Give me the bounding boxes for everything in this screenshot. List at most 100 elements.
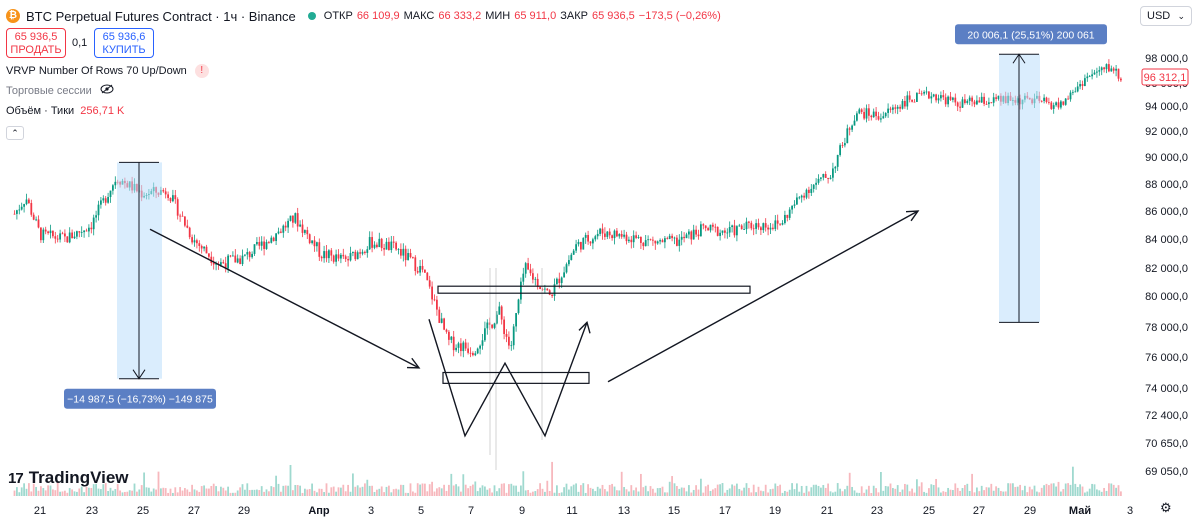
w-pattern-arrowhead [578,321,591,334]
candle-body [282,225,285,233]
volume-bar [568,489,570,496]
drawing-annotations[interactable] [149,210,920,438]
eye-off-icon[interactable] [100,84,114,97]
candle-body [932,94,935,97]
symbol-title[interactable]: BTC Perpetual Futures Contract · 1ч · Bi… [26,8,296,24]
candle-body [229,255,232,257]
volume-bar [392,489,395,496]
vrvp-indicator[interactable]: VRVP Number Of Rows 70 Up/Down ! [6,64,209,78]
volume-bar [952,490,954,496]
candle-body [712,224,714,227]
time-tick-label: 27 [973,505,985,517]
volume-bar [85,486,88,496]
tradingview-logo[interactable]: 17 TradingView [8,468,129,488]
volume-bar [805,485,808,496]
time-tick-label: 3 [368,505,374,517]
candle-body [935,94,937,101]
candle-body [940,95,942,99]
volume-bar [203,485,205,496]
gear-icon[interactable]: ⚙ [1160,500,1172,515]
candle-body [906,95,909,107]
volume-bar [215,486,217,496]
volume-bar [1096,489,1098,496]
volume-bar [56,482,59,496]
candle-body [270,237,273,243]
volume-bar [995,486,997,496]
trend-arrow[interactable] [607,210,919,383]
volume-bar [498,488,501,496]
candle-body [191,237,193,243]
volume-bar [232,492,234,496]
candle-body [1072,91,1074,93]
volume-bar [157,471,160,496]
volume-bar [299,485,301,496]
candle-body [378,238,381,248]
candle-body [505,334,508,337]
volume-bar [680,487,683,496]
volume-bar [738,488,741,496]
volume-bar [724,492,726,496]
candle-body [988,102,990,105]
candle-body [527,263,529,270]
volume-bar [452,485,455,496]
volume-bar [1064,483,1067,496]
volume-bar [320,488,323,496]
candle-body [512,326,515,346]
candle-body [313,240,316,247]
candle-body [992,97,995,103]
volume-bar [352,473,354,496]
warning-icon[interactable]: ! [194,64,209,78]
candle-body [179,215,181,217]
volume-bar [733,485,736,496]
volume-bar [424,483,426,496]
volume-indicator[interactable]: Объём · Тики 256,71 K [6,105,124,117]
sessions-indicator[interactable]: Торговые сессии [6,84,114,97]
chevron-up-icon[interactable]: ⌃ [6,126,24,140]
volume-bar [752,484,755,496]
candle-body [680,236,683,240]
volume-bar [217,491,220,496]
measure-tools[interactable]: −14 987,5 (−16,73%) −149 875 20 006,1 (25… [64,24,1107,409]
candle-body [520,281,522,300]
price-axis[interactable]: 98 000,096 000,094 000,092 000,090 000,0… [1145,53,1188,478]
volume-bar [438,487,441,496]
candle-body [656,241,659,244]
volume-bar [935,478,937,496]
candle-body [810,188,813,193]
volume-bar [815,484,817,496]
time-tick-label: 11 [566,505,577,517]
candle-body [304,230,306,233]
vrvp-name: VRVP [6,65,36,77]
open-value: 66 109,9 [356,10,400,22]
trend-arrow[interactable] [149,228,420,369]
volume-bar [1069,484,1072,496]
volume-bar [654,492,657,496]
sell-button[interactable]: 65 936,5 ПРОДАТЬ [6,28,66,58]
w-pattern-drawing[interactable] [428,319,588,438]
candle-body [880,118,882,120]
time-tick-label: 21 [34,505,46,517]
volume-bar [664,492,666,496]
candle-body [330,250,333,256]
time-axis[interactable]: 21 23 25 27 29 Апр 3 5 7 9 11 13 15 17 19 21 23 25 27 29 Май… [34,505,1133,517]
candle-body [980,96,983,103]
candle-body [25,199,28,205]
candle-body [1069,92,1072,100]
candle-body [244,254,246,256]
volume-bar [196,490,198,496]
candle-body [556,278,558,285]
candle-body [215,263,217,265]
candle-body [436,299,438,310]
volume-bar [515,485,517,496]
level-rectangle[interactable] [437,285,751,294]
candle-body [968,97,971,101]
volume-bar [764,484,767,496]
candle-body [352,251,354,254]
candle-body [1093,72,1096,75]
volume-bar [260,486,263,496]
candle-body [97,204,100,216]
buy-button[interactable]: 65 936,6 КУПИТЬ [94,28,154,58]
volume-bar [311,483,313,496]
currency-select[interactable]: USD ⌄ [1140,6,1192,26]
